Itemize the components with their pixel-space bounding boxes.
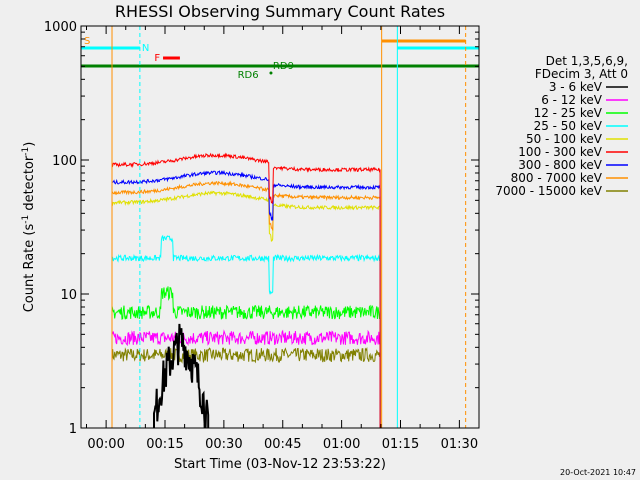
axis-ticks: 1 10 100 1000 00:00 00:15 00:30 00:45 01:00 01:15…: [44, 20, 480, 452]
timestamp: 20-Oct-2021 10:47: [560, 468, 636, 477]
series-line-2: [111, 286, 381, 428]
flags-layer: S NF RD6 RD9: [81, 36, 479, 81]
y-label-sup2: -1: [21, 147, 31, 156]
legend-label-2: 12 - 25 keV: [534, 106, 603, 120]
y-tick-label-1: 10: [60, 288, 77, 303]
legend-label-6: 300 - 800 keV: [518, 158, 602, 172]
x-axis-label: Start Time (03-Nov-12 23:53:22): [174, 457, 386, 472]
y-tick-label-2: 100: [52, 154, 77, 169]
y-label-end: ): [22, 142, 37, 147]
legend-label-0: 3 - 6 keV: [549, 80, 603, 94]
x-tick-label-4: 01:00: [323, 437, 360, 452]
series-line-8: [111, 347, 381, 428]
legend: Det 1,3,5,6,9, FDecim 3, Att 0 3 - 6 keV…: [495, 54, 628, 198]
x-tick-label-0: 00:00: [87, 437, 124, 452]
legend-label-4: 50 - 100 keV: [526, 132, 603, 146]
legend-title-1: Det 1,3,5,6,9,: [546, 54, 628, 68]
rd6-flag-point: [269, 71, 273, 75]
plot-frame: [80, 25, 480, 429]
x-tick-label-6: 01:30: [441, 437, 478, 452]
x-tick-label-3: 00:45: [264, 437, 301, 452]
series-line-1: [111, 329, 381, 428]
legend-label-7: 800 - 7000 keV: [511, 171, 603, 185]
flare-flag-label: F: [154, 53, 160, 64]
legend-title-2: FDecim 3, Att 0: [535, 67, 628, 81]
series-line-5: [111, 152, 381, 428]
y-tick-label-0: 1: [69, 422, 77, 437]
rd9-flag-label: RD9: [273, 61, 294, 72]
legend-label-3: 25 - 50 keV: [534, 119, 603, 133]
chart-title: RHESSI Observing Summary Count Rates: [115, 2, 445, 21]
x-tick-label-2: 00:30: [205, 437, 242, 452]
series-layer: [111, 152, 381, 428]
series-line-7: [111, 180, 381, 428]
legend-label-8: 7000 - 15000 keV: [495, 184, 602, 198]
series-line-0: [153, 323, 210, 428]
series-line-4: [111, 190, 381, 428]
night-flag-label: N: [142, 43, 149, 54]
x-tick-label-5: 01:15: [382, 437, 419, 452]
series-line-6: [111, 169, 381, 428]
x-tick-label-1: 00:15: [146, 437, 183, 452]
y-label-main: Count Rate (s: [22, 224, 37, 313]
y-axis-label: Count Rate (s-1 detector-1): [21, 142, 37, 313]
y-tick-label-3: 1000: [44, 20, 77, 35]
legend-label-1: 6 - 12 keV: [541, 93, 603, 107]
vertical-markers: [111, 26, 467, 428]
y-label-sup1: -1: [21, 215, 31, 224]
series-line-3: [111, 234, 381, 428]
saa-flag-label: S: [84, 36, 90, 47]
y-label-mid: detector: [22, 155, 37, 215]
rd6-flag-label: RD6: [238, 70, 259, 81]
legend-label-5: 100 - 300 keV: [518, 145, 602, 159]
